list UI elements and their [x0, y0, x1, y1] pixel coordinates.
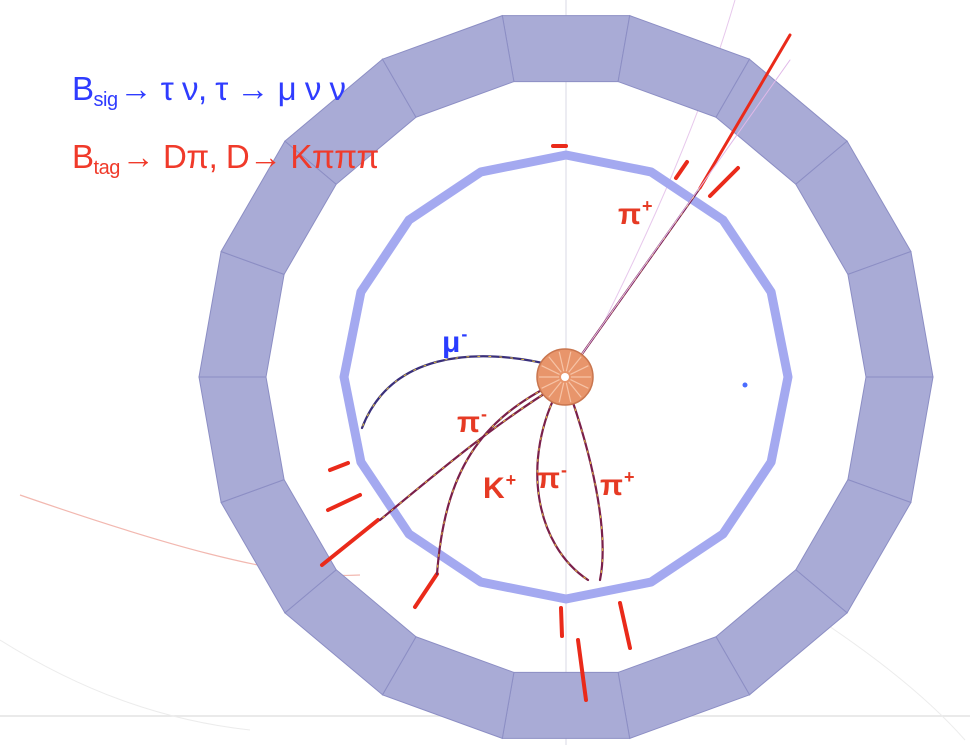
ip-spoke	[565, 382, 572, 403]
ip-spoke	[570, 365, 589, 375]
calorimeter-segment	[381, 14, 515, 118]
track-pi-plus-right	[566, 386, 604, 582]
ip-spoke	[558, 382, 565, 403]
track-pi-minus-mid	[536, 384, 590, 582]
label-pi-minus-mid: π-	[537, 460, 567, 495]
ip-spoke	[548, 356, 562, 373]
hit-segment	[320, 518, 380, 567]
hit-segment	[328, 461, 350, 472]
ip-spoke	[541, 365, 560, 375]
label-pi-minus-left: π-	[457, 404, 487, 439]
hit-segment	[708, 166, 740, 198]
label-pi-plus-top: π+	[618, 196, 653, 231]
hit-segment	[618, 601, 632, 650]
calorimeter-segment	[198, 376, 285, 504]
calorimeter-segment	[198, 250, 285, 378]
hit-segment	[559, 606, 564, 638]
ip-spoke	[558, 351, 565, 372]
calorimeter-segment	[501, 15, 631, 83]
ip-spoke	[570, 379, 589, 389]
tag-decay-label: Btag→ Dπ, D→ Kπππ	[72, 138, 379, 179]
outer-calorimeter-ring	[198, 14, 934, 740]
ip-spoke	[568, 381, 582, 398]
label-mu-minus: μ-	[442, 324, 468, 359]
ip-spoke	[565, 351, 572, 372]
stray-hit	[742, 382, 748, 388]
calorimeter-segment	[847, 376, 934, 504]
hit-segments	[320, 144, 740, 702]
label-pi-plus-right: π+	[600, 467, 635, 502]
hit-segment	[326, 493, 362, 512]
signal-decay-label: Bsig→ τ ν, τ → μ ν ν	[72, 70, 346, 111]
ip-spoke	[541, 379, 560, 389]
particle-tracks	[360, 33, 792, 582]
calorimeter-segment	[501, 671, 631, 739]
hit-segment	[576, 638, 588, 702]
calorimeter-segment	[847, 250, 934, 378]
hit-segment	[413, 572, 439, 609]
track-pi-plus-top-outer	[698, 33, 792, 190]
label-k-plus: K+	[483, 470, 517, 505]
inner-tracker-boundary	[339, 150, 793, 604]
ip-spoke	[548, 381, 562, 398]
ip-spoke	[568, 356, 582, 373]
interaction-point	[536, 348, 594, 406]
hit-segment	[674, 160, 689, 180]
track-pi-minus-left	[435, 380, 559, 576]
